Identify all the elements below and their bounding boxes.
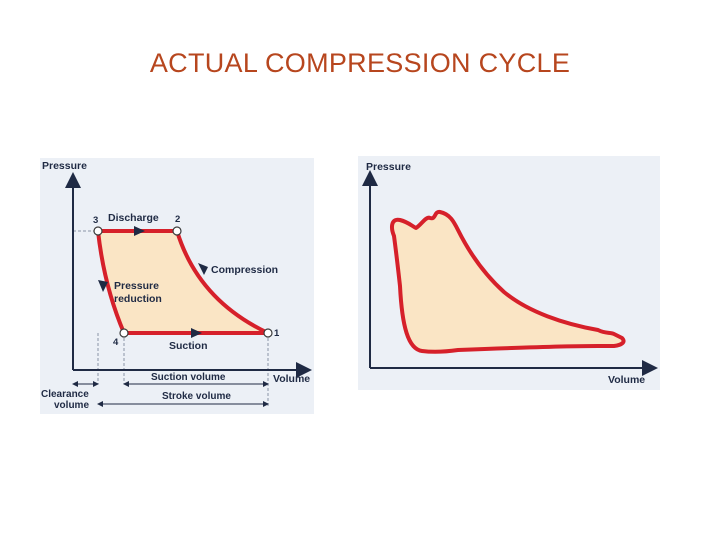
- pressure-reduction-arrow: [98, 280, 108, 292]
- y-axis-label: Pressure: [42, 160, 87, 172]
- actual-cycle-svg: Pressure Volume: [362, 161, 658, 386]
- point-2-marker: [172, 226, 182, 236]
- clearance-label-2: volume: [54, 400, 89, 411]
- ideal-cycle-svg: Pressure Volume 3 2 4 1 Discharge Compre…: [41, 160, 312, 411]
- point-3-marker: [93, 226, 103, 236]
- clearance-label-1: Clearance: [41, 389, 89, 400]
- pressure-reduction-label-1: Pressure: [114, 280, 159, 292]
- point-4-marker: [119, 328, 129, 338]
- x-axis-label: Volume: [273, 373, 310, 385]
- point-1-label: 1: [274, 328, 280, 339]
- compression-arrow: [198, 263, 208, 275]
- discharge-arrow: [134, 226, 145, 236]
- ideal-cycle-diagram: Pressure Volume 3 2 4 1 Discharge Compre…: [40, 158, 314, 414]
- compression-label: Compression: [211, 264, 278, 276]
- suction-arrow: [191, 328, 202, 338]
- discharge-label: Discharge: [108, 212, 159, 224]
- pressure-reduction-label-2: reduction: [114, 293, 162, 305]
- point-4-label: 4: [113, 337, 119, 348]
- actual-cycle-diagram: Pressure Volume: [358, 156, 660, 390]
- stroke-volume-label: Stroke volume: [162, 391, 231, 402]
- y-axis-label: Pressure: [366, 161, 411, 173]
- point-2-label: 2: [175, 214, 180, 225]
- suction-volume-label: Suction volume: [151, 372, 226, 383]
- actual-cycle-area: [390, 209, 626, 354]
- suction-label: Suction: [169, 340, 208, 352]
- page-title: ACTUAL COMPRESSION CYCLE: [149, 48, 571, 78]
- point-3-label: 3: [93, 215, 98, 226]
- point-1-marker: [263, 328, 273, 338]
- x-axis-label: Volume: [608, 374, 645, 386]
